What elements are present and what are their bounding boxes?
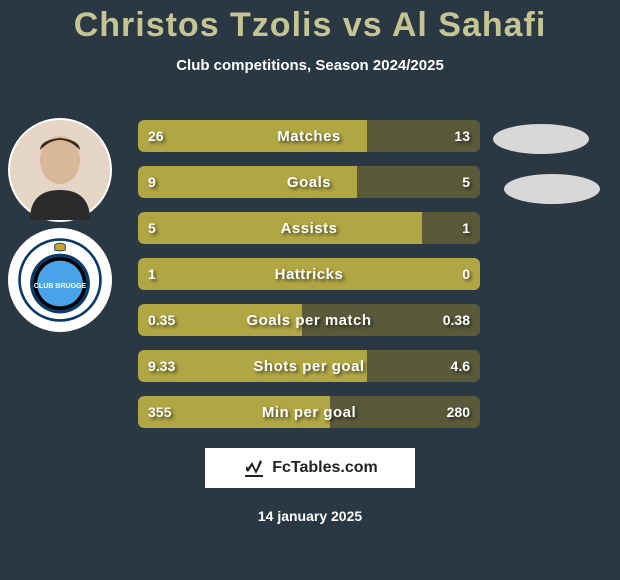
stat-label: Shots per goal xyxy=(138,350,480,382)
stat-row: 10Hattricks xyxy=(138,258,480,290)
brand-label: FcTables.com xyxy=(272,459,378,477)
club-avatar: CLUB BRUGGE xyxy=(8,228,112,332)
stat-row: 51Assists xyxy=(138,212,480,244)
avatar-placeholder xyxy=(504,174,600,204)
chart-icon xyxy=(242,456,266,480)
brand-box[interactable]: FcTables.com xyxy=(205,448,415,488)
svg-text:CLUB BRUGGE: CLUB BRUGGE xyxy=(34,283,87,290)
stat-label: Goals xyxy=(138,166,480,198)
club-logo-icon: CLUB BRUGGE xyxy=(16,236,104,324)
stat-row: 2613Matches xyxy=(138,120,480,152)
stat-row: 355280Min per goal xyxy=(138,396,480,428)
stat-label: Hattricks xyxy=(138,258,480,290)
avatar-placeholder xyxy=(493,124,589,154)
stat-row: 95Goals xyxy=(138,166,480,198)
page-title: Christos Tzolis vs Al Sahafi xyxy=(0,0,620,45)
stat-label: Matches xyxy=(138,120,480,152)
stats-list: 2613Matches 95Goals 51Assists 10Hattricks 0.… xyxy=(138,120,480,428)
player-column: CLUB BRUGGE xyxy=(8,118,112,332)
stat-row: 0.350.38Goals per match xyxy=(138,304,480,336)
person-icon xyxy=(10,120,110,220)
stat-label: Goals per match xyxy=(138,304,480,336)
stat-row: 9.334.6Shots per goal xyxy=(138,350,480,382)
subtitle: Club competitions, Season 2024/2025 xyxy=(0,57,620,74)
date-label: 14 january 2025 xyxy=(258,508,362,524)
player-avatar xyxy=(8,118,112,222)
stat-label: Assists xyxy=(138,212,480,244)
stat-label: Min per goal xyxy=(138,396,480,428)
